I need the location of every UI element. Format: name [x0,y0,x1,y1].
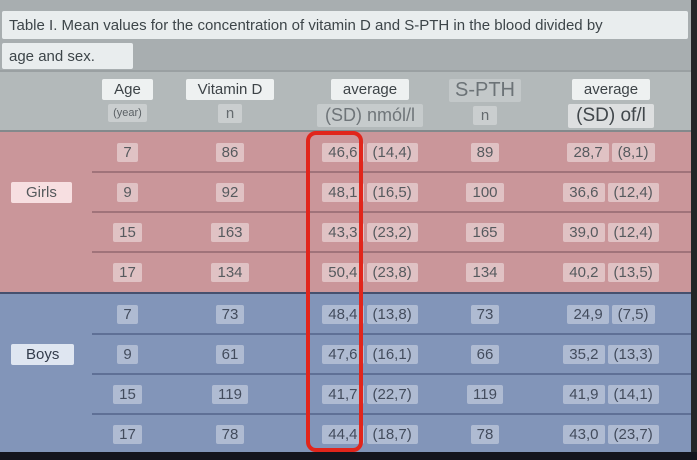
table-title-line1: Table I. Mean values for the concentrati… [2,11,688,39]
table-header: Age (year) Vitamin D n average (SD) nmól… [0,70,692,130]
table-row: 9 92 48,1 (16,5) 100 36,6 (12,4) [0,171,692,212]
bottom-edge-strip [0,452,697,460]
header-age-label: Age [102,79,153,100]
right-edge-strip [691,0,697,460]
header-spth-average-label: average [571,79,651,100]
header-vitamin-d: Vitamin D n [160,72,300,123]
header-age-unit: (year) [108,104,147,122]
vitd-sd-value: (23,2) [366,222,418,242]
vitd-sd-value: (23,8) [366,262,418,282]
spth-n-value: 165 [466,222,504,242]
spth-n-value: 100 [466,182,504,202]
age-value: 7 [117,142,138,162]
girls-group-label: Girls [11,182,72,203]
row-separator [92,211,692,213]
vitd-n-value: 134 [211,262,249,282]
vitd-sd-value: (16,1) [366,344,418,364]
header-spth-label: S-PTH [449,79,521,102]
spth-n-value: 89 [470,142,500,162]
girls-section: Girls 7 86 46,6 (14,4) 89 28,7 (8,1) 9 92 … [0,130,692,292]
spth-sd-value: (8,1) [611,142,655,162]
spth-mean-value: 43,0 [563,424,605,444]
table-row: 9 61 47,6 (16,1) 66 35,2 (13,3) [0,333,692,374]
vitd-sd-value: (18,7) [366,424,418,444]
age-value: 9 [117,182,138,202]
header-empty-cell [0,72,95,79]
vitd-n-value: 73 [215,304,245,324]
boys-section: Boys 7 73 48,4 (13,8) 73 24,9 (7,5) 9 61 4… [0,292,692,454]
header-spth: S-PTH n [440,72,530,125]
header-vitd-average: average (SD) nmól/l [300,72,440,127]
boys-group-label: Boys [11,344,75,365]
vitd-mean-value: 41,7 [322,384,364,404]
spth-n-value: 134 [466,262,504,282]
header-vitd-average-label: average [330,79,410,100]
spth-mean-value: 40,2 [563,262,605,282]
spth-mean-value: 41,9 [563,384,605,404]
vitd-sd-value: (14,4) [366,142,418,162]
spth-sd-value: (12,4) [607,182,659,202]
row-separator [92,413,692,415]
row-separator [92,251,692,253]
row-separator [92,373,692,375]
age-value: 17 [113,262,142,282]
spth-sd-value: (13,5) [607,262,659,282]
vitd-mean-value: 50,4 [322,262,364,282]
header-spth-average: average (SD) of/l [530,72,692,128]
vitd-mean-value: 48,1 [322,182,364,202]
vitd-n-value: 163 [211,222,249,242]
header-vitamin-d-label: Vitamin D [185,79,275,100]
age-value: 17 [113,424,142,444]
table-title-line2: age and sex. [2,43,133,69]
spth-sd-value: (14,1) [607,384,659,404]
age-value: 7 [117,304,138,324]
age-value: 15 [113,222,142,242]
header-spth-average-unit: (SD) of/l [568,104,654,128]
spth-n-value: 73 [470,304,500,324]
vitd-sd-value: (13,8) [366,304,418,324]
vitd-mean-value: 48,4 [322,304,364,324]
spth-mean-value: 36,6 [563,182,605,202]
vitd-n-value: 92 [215,182,245,202]
table-row: 15 163 43,3 (23,2) 165 39,0 (12,4) [0,211,692,252]
row-separator [92,171,692,173]
vitd-mean-value: 47,6 [322,344,364,364]
spth-mean-value: 39,0 [563,222,605,242]
table-row: 7 73 48,4 (13,8) 73 24,9 (7,5) [0,294,692,334]
row-separator [92,333,692,335]
spth-sd-value: (7,5) [611,304,655,324]
table-row: 17 134 50,4 (23,8) 134 40,2 (13,5) [0,251,692,292]
spth-sd-value: (12,4) [607,222,659,242]
vitd-sd-value: (16,5) [366,182,418,202]
vitd-n-value: 61 [215,344,245,364]
vitd-n-value: 86 [215,142,245,162]
age-value: 15 [113,384,142,404]
header-vitamin-d-n: n [217,104,243,123]
vitd-n-value: 78 [215,424,245,444]
vitd-mean-value: 43,3 [322,222,364,242]
header-age: Age (year) [95,72,160,122]
spth-sd-value: (13,3) [607,344,659,364]
spth-mean-value: 24,9 [567,304,609,324]
vitd-mean-value: 44,4 [322,424,364,444]
spth-sd-value: (23,7) [607,424,659,444]
table-row: 15 119 41,7 (22,7) 119 41,9 (14,1) [0,373,692,414]
table-row: 17 78 44,4 (18,7) 78 43,0 (23,7) [0,413,692,454]
spth-n-value: 119 [467,384,503,404]
spth-mean-value: 35,2 [563,344,605,364]
spth-n-value: 78 [470,424,500,444]
table-row: 7 86 46,6 (14,4) 89 28,7 (8,1) [0,132,692,172]
vitd-mean-value: 46,6 [322,142,364,162]
spth-n-value: 66 [470,344,500,364]
vitd-n-value: 119 [212,384,248,404]
spth-mean-value: 28,7 [567,142,609,162]
data-table: Age (year) Vitamin D n average (SD) nmól… [0,70,692,454]
vitd-sd-value: (22,7) [366,384,418,404]
header-spth-n: n [472,106,498,125]
header-vitd-average-unit: (SD) nmól/l [316,104,423,127]
age-value: 9 [117,344,138,364]
